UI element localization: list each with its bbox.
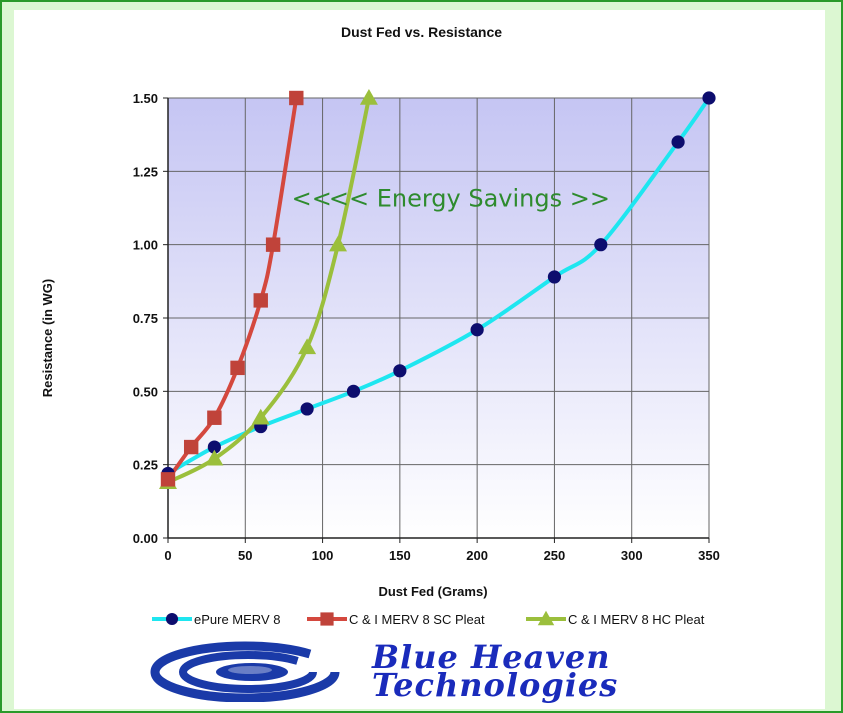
data-point — [183, 439, 199, 455]
data-point — [298, 338, 317, 355]
y-tick-label: 1.50 — [133, 91, 158, 106]
x-tick-label: 100 — [312, 548, 334, 563]
y-axis-label: Resistance (in WG) — [40, 279, 55, 397]
data-point — [289, 90, 304, 106]
data-point — [300, 402, 314, 416]
x-tick-label: 300 — [621, 548, 643, 563]
annotations: <<<< Energy Savings >> — [292, 185, 610, 213]
company-logo: Blue Heaven Technologies — [150, 638, 750, 704]
x-tick-label: 150 — [389, 548, 411, 563]
y-tick-label: 1.25 — [133, 164, 158, 179]
data-point — [547, 270, 562, 284]
data-point — [160, 472, 176, 487]
data-point — [594, 238, 608, 252]
data-point — [329, 235, 348, 252]
legend-label: C & I MERV 8 SC Pleat — [349, 612, 485, 627]
data-point — [205, 449, 224, 466]
logo-text-line1: Blue Heaven — [372, 638, 611, 676]
legend-marker — [537, 610, 555, 626]
y-tick-label: 1.00 — [133, 238, 158, 253]
data-point — [470, 323, 484, 337]
y-tick-label: 0.50 — [133, 384, 158, 399]
data-point — [702, 91, 716, 105]
y-tick-label: 0.25 — [133, 458, 158, 473]
legend-label: C & I MERV 8 HC Pleat — [568, 612, 705, 627]
x-tick-label: 50 — [238, 548, 252, 563]
swirl-logo-icon — [150, 641, 340, 702]
x-tick-label: 0 — [164, 548, 171, 563]
data-point — [230, 360, 245, 376]
data-point — [346, 384, 361, 398]
series-group — [159, 89, 716, 490]
x-tick-label: 350 — [698, 548, 720, 563]
data-point — [359, 89, 378, 105]
legend-marker — [320, 612, 334, 626]
legend-marker — [165, 612, 179, 626]
x-axis-label: Dust Fed (Grams) — [378, 584, 487, 599]
axes — [167, 98, 709, 539]
x-tick-label: 200 — [466, 548, 488, 563]
y-tick-label: 0.00 — [133, 531, 158, 546]
chart-title: Dust Fed vs. Resistance — [340, 24, 503, 40]
legend-label: ePure MERV 8 — [194, 612, 280, 627]
annotation-text: << Energy Savings >> — [329, 185, 610, 213]
x-tick-label: 250 — [544, 548, 566, 563]
data-point — [265, 237, 281, 252]
chart-svg: 0 50 100 150 200 250 300 350 0.00 0.25 0.50 0.75 1.0… — [40, 89, 720, 599]
data-point — [253, 293, 268, 308]
data-point — [393, 364, 407, 378]
annotation-text: << — [292, 185, 332, 213]
y-tick-label: 0.75 — [133, 311, 158, 326]
data-point — [207, 440, 221, 454]
tick-labels: 0 50 100 150 200 250 300 350 0.00 0.25 0.50 0.75 1.0… — [133, 91, 720, 563]
data-point — [671, 135, 685, 149]
data-point — [251, 408, 270, 425]
legend: ePure MERV 8 C & I MERV 8 SC Pleat C & I M… — [152, 610, 705, 627]
logo-text-line2: Technologies — [372, 666, 619, 704]
data-point — [207, 410, 222, 425]
